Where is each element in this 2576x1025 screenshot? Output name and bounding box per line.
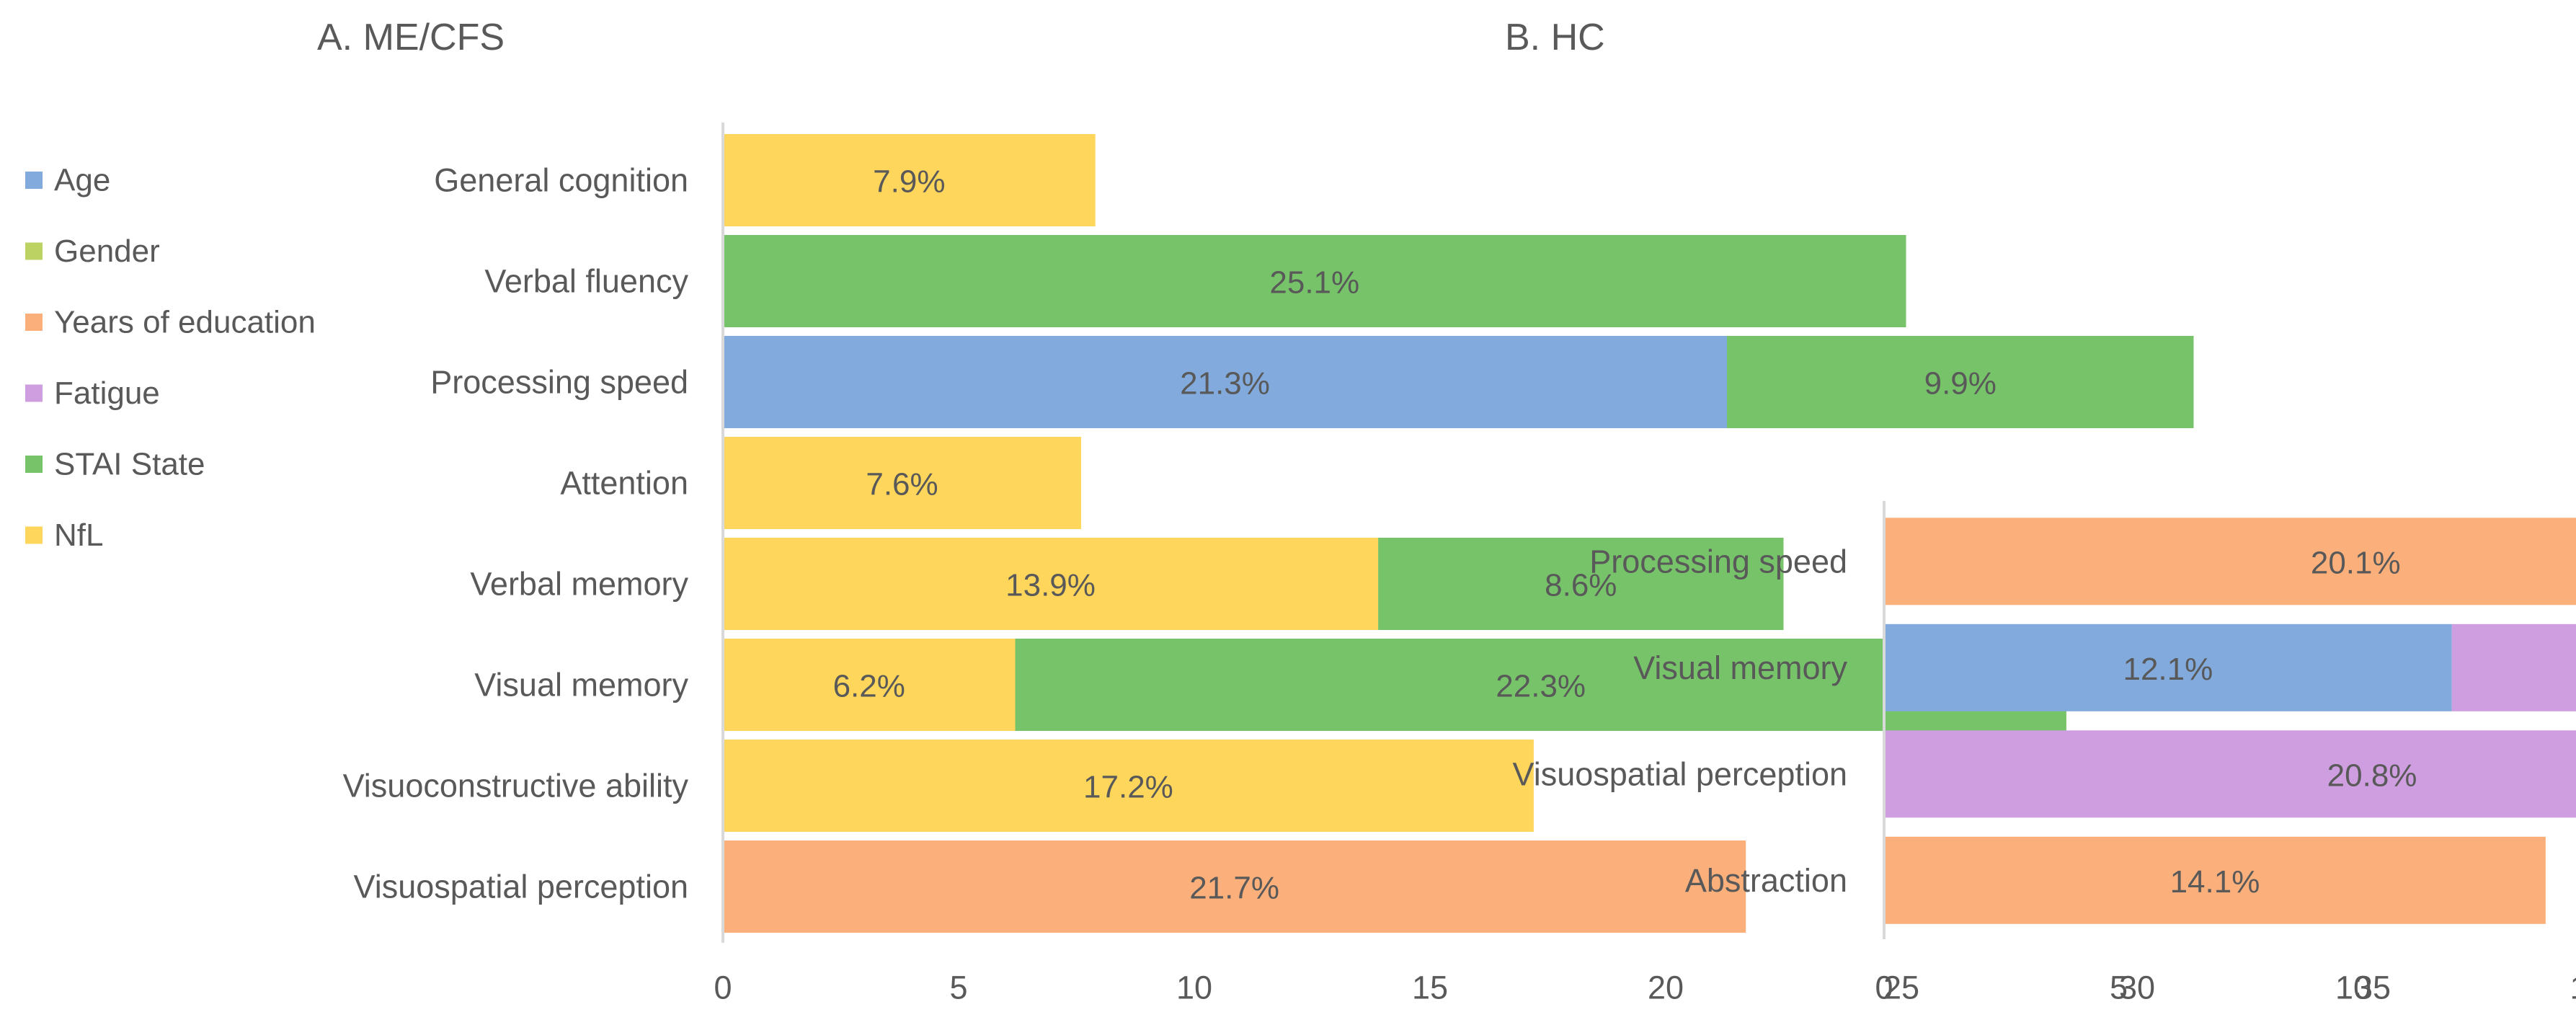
x-tick-label-mecfs-0: 0 bbox=[714, 969, 732, 1006]
legend-swatch-nfl bbox=[25, 526, 43, 544]
x-tick-label-hc-5: 5 bbox=[2110, 969, 2128, 1006]
category-label-processing-speed: Processing speed bbox=[430, 364, 688, 401]
bar-verbal-fluency-stai-state[interactable] bbox=[723, 235, 1906, 327]
x-tick-label-mecfs-15: 15 bbox=[1412, 969, 1448, 1006]
bar-verbal-memory-nfl[interactable] bbox=[723, 538, 1379, 630]
x-tick-label-hc-10: 10 bbox=[2335, 969, 2371, 1006]
data-label-visuospatial-perception-fatigue: 20.8% bbox=[2327, 758, 2417, 793]
x-tick-label-mecfs-35: 35 bbox=[2355, 969, 2391, 1006]
x-tick-label-mecfs-20: 20 bbox=[1648, 969, 1684, 1006]
data-label-attention-nfl: 7.6% bbox=[866, 467, 938, 502]
legend-label-stai-state: STAI State bbox=[54, 447, 205, 482]
data-label-visual-memory-stai-state: 22.3% bbox=[1496, 669, 1586, 704]
category-label-visuoconstructive-ability: Visuoconstructive ability bbox=[343, 768, 689, 804]
bar-processing-speed-age[interactable] bbox=[723, 336, 1727, 428]
bar-general-cognition-nfl[interactable] bbox=[723, 134, 1096, 226]
bar-attention-nfl[interactable] bbox=[723, 437, 1081, 529]
category-label-visual-memory: Visual memory bbox=[474, 667, 688, 704]
bar-visual-memory-nfl[interactable] bbox=[723, 639, 1016, 731]
data-label-processing-speed-stai-state: 9.9% bbox=[1924, 366, 1997, 401]
category-label-abstraction: Abstraction bbox=[1685, 862, 1847, 899]
category-label-visuospatial-perception: Visuospatial perception bbox=[1513, 755, 1847, 792]
legend-label-nfl: NfL bbox=[54, 518, 103, 553]
data-label-verbal-fluency-stai-state: 25.1% bbox=[1269, 265, 1359, 301]
legend-swatch-fatigue bbox=[25, 384, 43, 402]
data-label-visual-memory-nfl: 6.2% bbox=[833, 669, 905, 704]
category-label-visuospatial-perception: Visuospatial perception bbox=[354, 869, 688, 905]
legend-label-fatigue: Fatigue bbox=[54, 376, 160, 411]
category-label-general-cognition: General cognition bbox=[434, 162, 688, 199]
data-label-general-cognition-nfl: 7.9% bbox=[873, 164, 945, 200]
category-label-verbal-fluency: Verbal fluency bbox=[484, 263, 688, 300]
legend-swatch-years-of-education bbox=[25, 314, 43, 331]
x-tick-label-mecfs-25: 25 bbox=[1883, 969, 1919, 1006]
category-label-processing-speed: Processing speed bbox=[1589, 543, 1847, 580]
bar-visuoconstructive-ability-nfl[interactable] bbox=[723, 740, 1534, 832]
x-tick-label-mecfs-5: 5 bbox=[949, 969, 967, 1006]
data-label-verbal-memory-nfl: 13.9% bbox=[1005, 568, 1096, 603]
bar-visuospatial-perception-fatigue[interactable] bbox=[1884, 730, 2576, 818]
bar-visual-memory-fatigue[interactable] bbox=[2451, 624, 2576, 711]
x-tick-label-mecfs-30: 30 bbox=[2119, 969, 2155, 1006]
legend-swatch-stai-state bbox=[25, 456, 43, 473]
data-label-processing-speed-years-of-education: 20.1% bbox=[2311, 545, 2401, 580]
bar-visuospatial-perception-years-of-education[interactable] bbox=[723, 840, 1746, 933]
chart-title-mecfs: A. ME/CFS bbox=[317, 17, 505, 58]
chart-title-hc: B. HC bbox=[1505, 17, 1605, 58]
bar-visual-memory-age[interactable] bbox=[1884, 624, 2452, 711]
legend-label-age: Age bbox=[54, 163, 110, 198]
data-label-visuoconstructive-ability-nfl: 17.2% bbox=[1083, 770, 1173, 805]
x-tick-label-hc-0: 0 bbox=[1875, 969, 1893, 1006]
legend-swatch-gender bbox=[25, 242, 43, 260]
category-label-visual-memory: Visual memory bbox=[1633, 649, 1847, 686]
bar-verbal-memory-stai-state[interactable] bbox=[1378, 538, 1784, 630]
bar-abstraction-years-of-education[interactable] bbox=[1884, 836, 2546, 924]
category-label-attention: Attention bbox=[560, 465, 688, 502]
category-label-verbal-memory: Verbal memory bbox=[470, 566, 688, 603]
legend-swatch-age bbox=[25, 172, 43, 189]
data-label-visual-memory-age: 12.1% bbox=[2123, 652, 2213, 687]
data-label-processing-speed-age: 21.3% bbox=[1180, 366, 1270, 401]
x-tick-label-mecfs-10: 10 bbox=[1176, 969, 1212, 1006]
data-label-abstraction-years-of-education: 14.1% bbox=[2170, 864, 2260, 900]
data-label-visuospatial-perception-years-of-education: 21.7% bbox=[1189, 871, 1279, 906]
x-tick-label-hc-15: 15 bbox=[2570, 969, 2576, 1006]
data-label-verbal-memory-stai-state: 8.6% bbox=[1545, 568, 1617, 603]
bar-processing-speed-years-of-education[interactable] bbox=[1884, 518, 2576, 605]
legend-label-gender: Gender bbox=[54, 234, 160, 269]
bar-processing-speed-stai-state[interactable] bbox=[1727, 336, 2194, 428]
legend-label-years-of-education: Years of education bbox=[54, 305, 316, 340]
